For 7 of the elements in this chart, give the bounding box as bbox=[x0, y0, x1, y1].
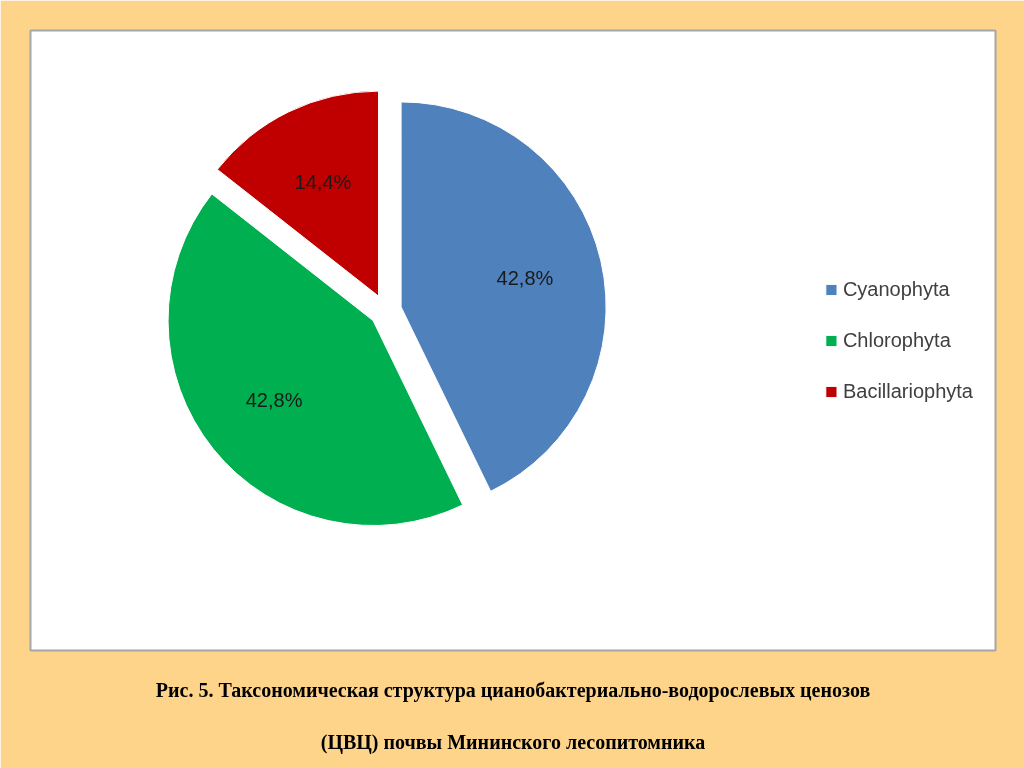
data-label: 42,8% bbox=[245, 389, 303, 412]
data-label: 42,8% bbox=[496, 267, 554, 290]
legend-label: Chlorophyta bbox=[842, 328, 951, 352]
data-label: 14,4% bbox=[294, 170, 352, 193]
legend-label: Bacillariophyta bbox=[842, 379, 973, 403]
legend-label: Cyanophyta bbox=[842, 277, 950, 301]
chart-title: Рис. 5. Таксономическая структура цианобактериально-водорослевых ценозов (ЦВЦ) почвы Мининского лесопитомника bbox=[155, 678, 871, 753]
